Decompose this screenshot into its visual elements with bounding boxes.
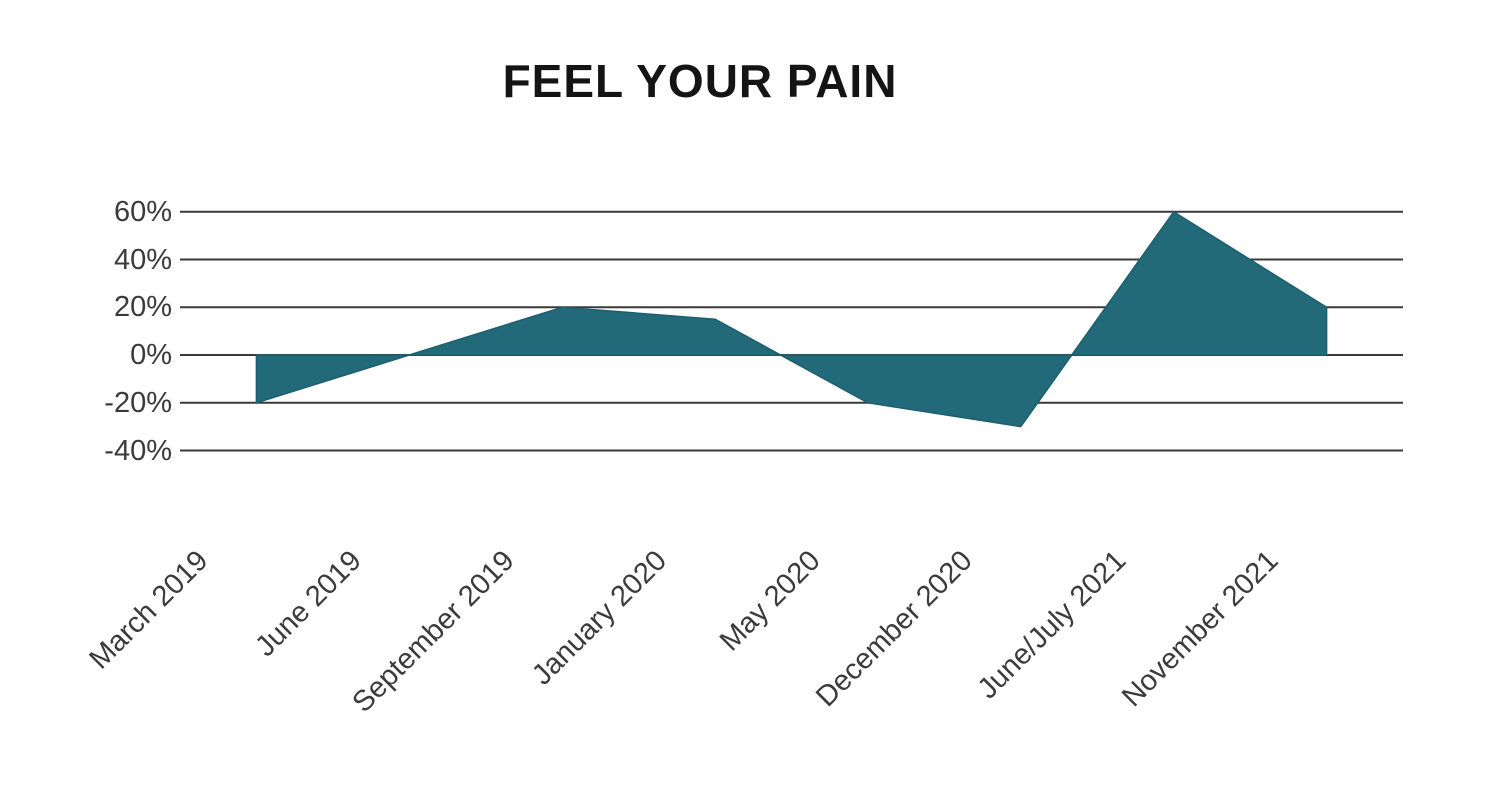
area-series — [255, 211, 1328, 428]
y-tick-label: 60% — [113, 195, 172, 228]
y-tick-label: 0% — [130, 339, 172, 371]
y-tick-label: 40% — [113, 243, 172, 276]
y-tick-label: -20% — [104, 386, 172, 419]
chart-title: FEEL YOUR PAIN — [502, 55, 898, 107]
y-tick-label: -40% — [104, 434, 172, 467]
y-tick-label: 20% — [113, 291, 172, 324]
